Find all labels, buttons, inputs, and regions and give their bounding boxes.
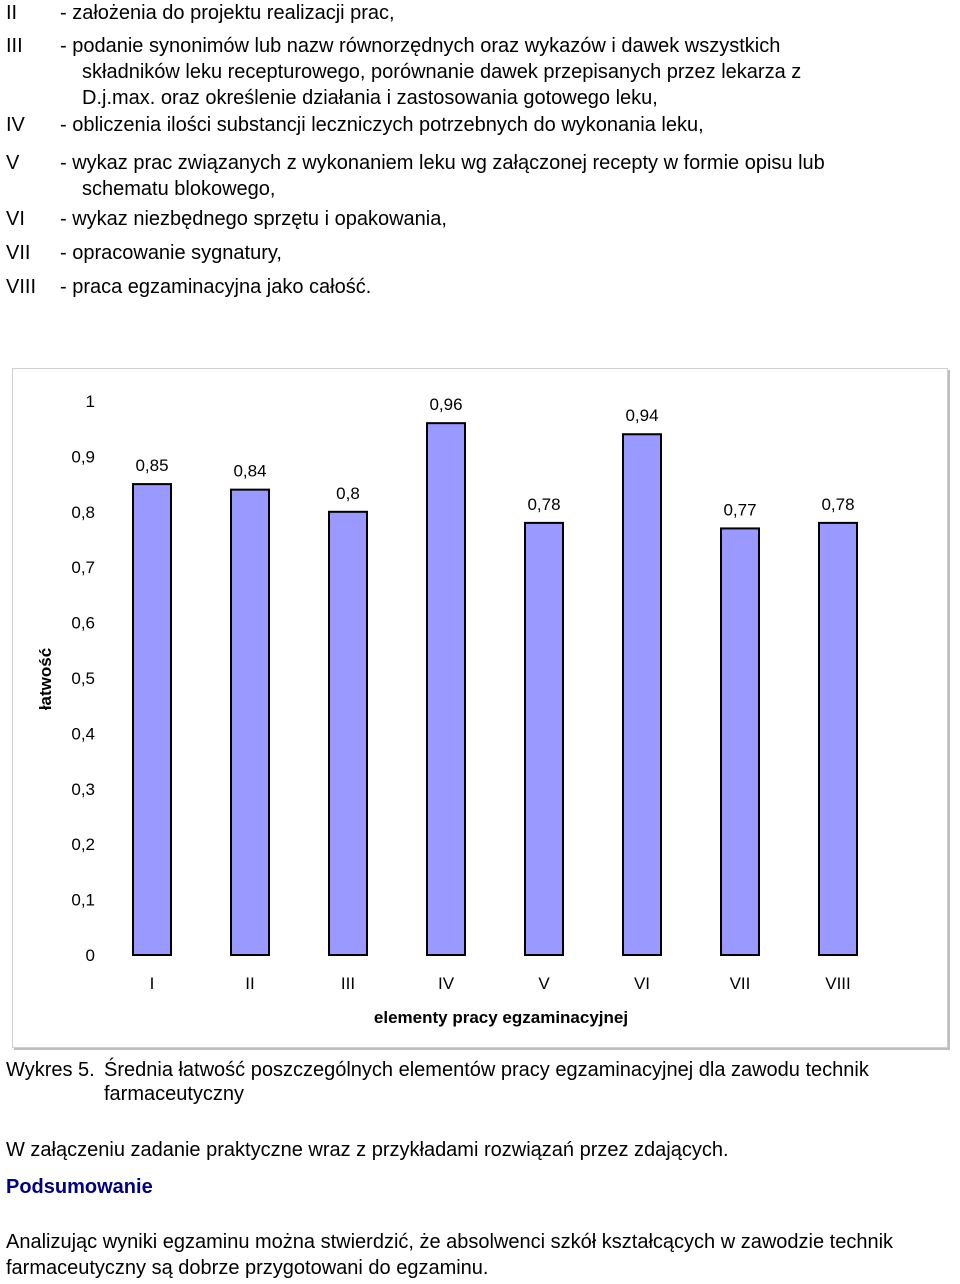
list-item-text: - wykaz prac związanych z wykonaniem lek… [60, 152, 825, 200]
bar [720, 527, 760, 956]
y-tick-label: 0,2 [71, 835, 95, 854]
x-tick-label: III [341, 974, 355, 993]
bar [230, 488, 270, 956]
y-tick-label: 1 [86, 392, 95, 411]
section-heading: Podsumowanie [6, 1176, 153, 1198]
bar [132, 483, 172, 956]
chart-frame: 0 0,1 0,2 0,3 0,4 0,5 0,6 0,7 0,8 0,9 1 0,85 0,84 0,… [12, 368, 948, 1048]
y-tick-label: 0,9 [71, 447, 95, 466]
y-axis-label: łatwość [36, 648, 55, 710]
list-item-text: - praca egzaminacyjna jako całość. [60, 276, 372, 298]
bar-value-label: 0,8 [336, 484, 360, 503]
list-item-roman: V [6, 152, 20, 174]
x-axis-label: elementy pracy egzaminacyjnej [374, 1008, 628, 1027]
list-item-roman: VII [6, 242, 31, 264]
x-tick-label: II [245, 974, 254, 993]
x-tick-label: V [538, 974, 550, 993]
list-item-text: - obliczenia ilości substancji leczniczy… [60, 114, 704, 136]
list-item-roman: VI [6, 208, 25, 230]
bar-value-label: 0,78 [821, 495, 854, 514]
list-item-roman: III [6, 35, 23, 57]
bar [818, 521, 858, 956]
bar-value-label: 0,85 [135, 456, 168, 475]
y-tick-label: 0 [86, 946, 95, 965]
list-item-roman: IV [6, 114, 25, 136]
bar-value-label: 0,96 [429, 395, 462, 414]
x-tick-label: IV [438, 974, 455, 993]
y-tick-label: 0,7 [71, 558, 95, 577]
bar [328, 510, 368, 957]
x-tick-label: VI [634, 974, 650, 993]
y-tick-label: 0,6 [71, 614, 95, 633]
list-item-text: - podanie synonimów lub nazw równorzędny… [60, 35, 802, 109]
caption-text: Średnia łatwość poszczególnych elementów… [104, 1059, 869, 1105]
list-item-roman: II [6, 2, 18, 24]
bar-value-label: 0,94 [625, 406, 658, 425]
list-item-text: - wykaz niezbędnego sprzętu i opakowania… [60, 208, 447, 230]
bar-value-label: 0,84 [233, 462, 266, 481]
x-tick-label: VIII [825, 974, 851, 993]
x-tick-label: VII [730, 974, 751, 993]
y-tick-label: 0,4 [71, 724, 95, 743]
bar [622, 433, 662, 957]
list-item-text: - założenia do projektu realizacji prac, [60, 2, 395, 24]
bar-value-label: 0,77 [723, 500, 756, 519]
bar-value-label: 0,78 [527, 495, 560, 514]
attachment-paragraph: W załączeniu zadanie praktyczne wraz z p… [6, 1139, 729, 1161]
bar [524, 521, 564, 956]
bar-chart: 0 0,1 0,2 0,3 0,4 0,5 0,6 0,7 0,8 0,9 1 0,85 0,84 0,… [36, 392, 858, 1027]
y-tick-label: 0,8 [71, 503, 95, 522]
x-tick-label: I [150, 974, 155, 993]
list-item-text: - opracowanie sygnatury, [60, 242, 282, 264]
y-tick-label: 0,5 [71, 669, 95, 688]
bar [426, 422, 466, 957]
y-tick-label: 0,3 [71, 780, 95, 799]
caption-number: Wykres 5. [6, 1059, 95, 1081]
summary-paragraph: Analizując wyniki egzaminu można stwierd… [6, 1231, 894, 1279]
list-item-roman: VIII [6, 276, 37, 298]
y-tick-label: 0,1 [71, 891, 95, 910]
